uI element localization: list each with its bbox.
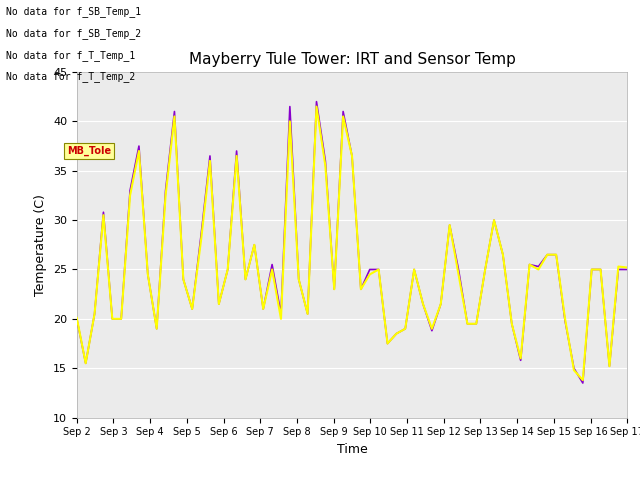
PanelT	[614, 264, 622, 269]
Line: PanelT: PanelT	[77, 107, 627, 380]
PanelT	[357, 287, 365, 292]
AM25T	[357, 287, 365, 292]
AM25T	[614, 266, 622, 272]
PanelT	[73, 315, 81, 321]
X-axis label: Time: Time	[337, 443, 367, 456]
AM25T	[339, 108, 347, 114]
AM25T	[224, 266, 232, 272]
Text: No data for f_T_Temp_2: No data for f_T_Temp_2	[6, 71, 136, 82]
Title: Mayberry Tule Tower: IRT and Sensor Temp: Mayberry Tule Tower: IRT and Sensor Temp	[189, 52, 515, 67]
Line: AM25T: AM25T	[77, 102, 627, 383]
Text: No data for f_SB_Temp_1: No data for f_SB_Temp_1	[6, 6, 141, 17]
Text: MB_Tole: MB_Tole	[67, 145, 111, 156]
AM25T	[463, 321, 471, 327]
PanelT	[224, 266, 232, 272]
AM25T	[242, 276, 250, 282]
PanelT	[463, 321, 471, 327]
Y-axis label: Temperature (C): Temperature (C)	[35, 194, 47, 296]
PanelT	[339, 114, 347, 120]
PanelT	[313, 104, 321, 109]
PanelT	[579, 377, 587, 383]
PanelT	[242, 276, 250, 282]
PanelT	[623, 264, 631, 270]
AM25T	[579, 380, 587, 386]
Text: No data for f_SB_Temp_2: No data for f_SB_Temp_2	[6, 28, 141, 39]
AM25T	[623, 266, 631, 272]
AM25T	[73, 316, 81, 322]
AM25T	[313, 99, 321, 105]
Text: No data for f_T_Temp_1: No data for f_T_Temp_1	[6, 49, 136, 60]
